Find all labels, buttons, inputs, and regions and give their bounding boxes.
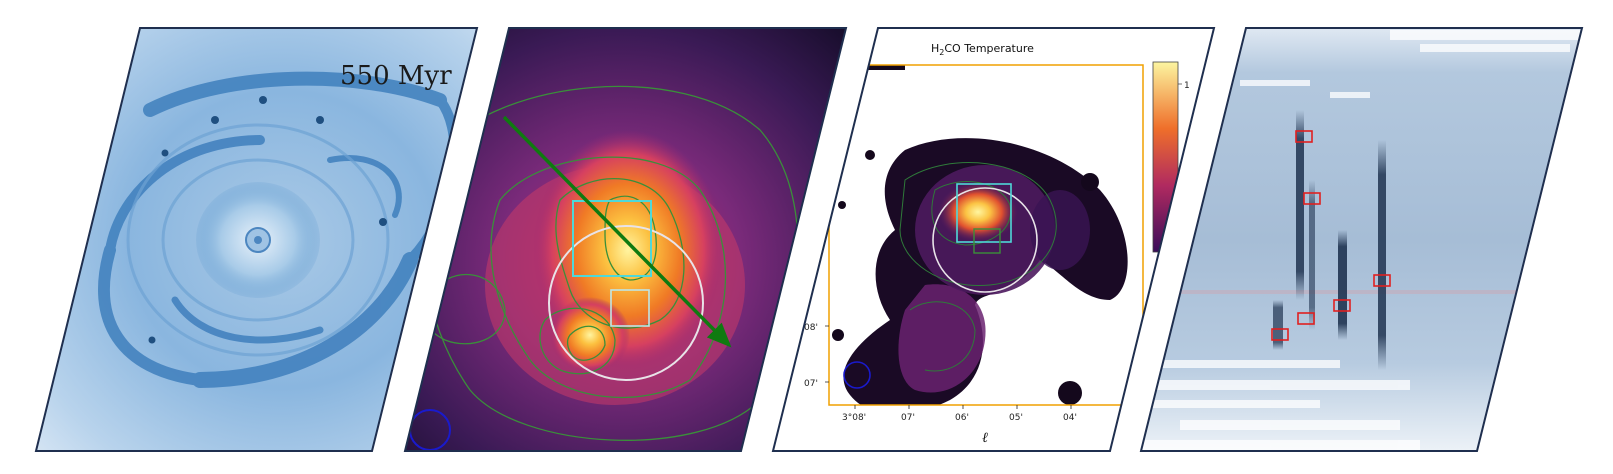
y-tick-label: 08': [804, 323, 818, 333]
panel-frame: [771, 27, 1216, 452]
time-label: 550 Myr: [340, 61, 452, 91]
marker-box: [1373, 274, 1391, 287]
cut-arrow: [502, 115, 732, 348]
panel-simulation: 550 Myr: [34, 27, 479, 452]
x-tick-label: 05': [1009, 413, 1023, 423]
beam-circle: [843, 361, 871, 389]
x-axis-label: ℓ: [982, 430, 988, 446]
marker-box: [1297, 312, 1315, 325]
region-box: [973, 228, 1001, 254]
x-tick-label: 06': [955, 413, 969, 423]
x-tick-label: 3°08': [842, 413, 866, 423]
region-circle: [548, 225, 704, 381]
streaks: [1273, 110, 1386, 370]
x-tick-label: 07': [901, 413, 915, 423]
region-circle: [932, 187, 1038, 293]
colorbar: [1152, 61, 1179, 253]
markers: [1271, 130, 1391, 341]
plot-axes: [828, 64, 1144, 406]
marker-box: [1303, 192, 1321, 205]
x-tick-label: 04': [1063, 413, 1077, 423]
panel-frame: [1139, 27, 1584, 452]
region-box: [572, 200, 652, 277]
marker-box: [1271, 328, 1289, 341]
marker-box: [1333, 299, 1351, 312]
region-box: [610, 289, 650, 327]
marker-box: [1295, 130, 1313, 143]
panel-frame: [34, 27, 479, 452]
region-box: [956, 183, 1012, 243]
plot-title: H2CO Temperature: [931, 42, 1034, 57]
y-tick-label: 07': [804, 379, 818, 389]
panel-frame: [403, 27, 848, 452]
contours: [421, 85, 826, 442]
colorbar-tick: 1: [1184, 81, 1190, 91]
